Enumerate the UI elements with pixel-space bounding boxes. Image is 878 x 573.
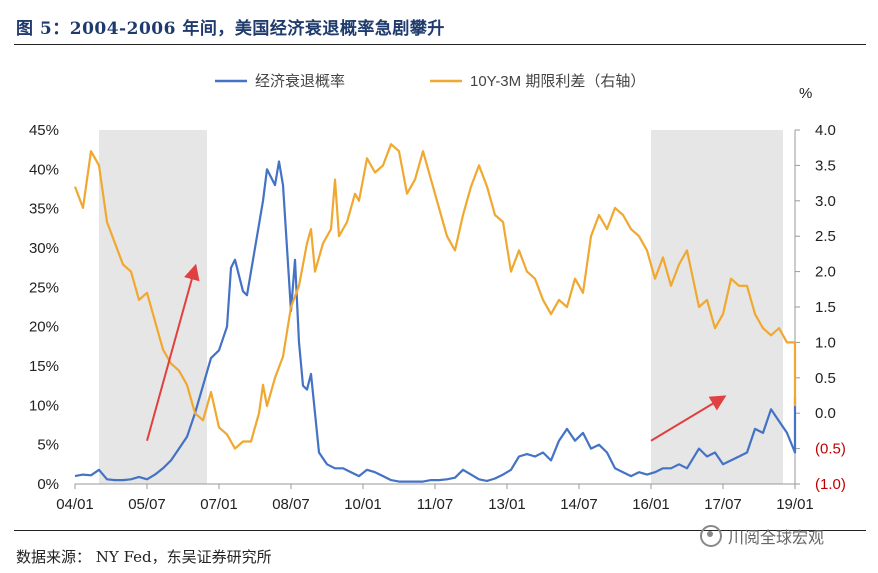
shaded-period-1 [99, 130, 207, 484]
y-right-unit: % [799, 85, 812, 102]
legend: 经济衰退概率 10Y-3M 期限利差（右轴） [215, 73, 645, 90]
trend-arrow-2 [650, 395, 727, 442]
x-tick-label: 08/07 [272, 496, 310, 513]
y-right-tick-label: 2.0 [815, 264, 836, 281]
shaded-periods [99, 130, 783, 484]
y-left-tick-label: 30% [29, 240, 59, 257]
x-tick-label: 14/07 [560, 496, 598, 513]
x-tick-label: 17/07 [704, 496, 742, 513]
y-right-tick-label: 2.5 [815, 228, 836, 245]
y-right-tick-label: (1.0) [815, 476, 846, 493]
y-left-tick-label: 40% [29, 161, 59, 178]
legend-label: 10Y-3M 期限利差（右轴） [470, 73, 645, 90]
x-tick-label: 19/01 [776, 496, 814, 513]
x-tick-label: 13/01 [488, 496, 526, 513]
legend-label: 经济衰退概率 [255, 73, 345, 90]
y-right-tick-label: 0.0 [815, 405, 836, 422]
y-left-tick-label: 5% [37, 437, 59, 454]
x-tick-label: 05/07 [128, 496, 166, 513]
y-right-tick-label: (0.5) [815, 441, 846, 458]
annotation-arrows [146, 263, 727, 442]
y-left-tick-label: 15% [29, 358, 59, 375]
series-line-recession-probability [74, 160, 797, 483]
trend-arrow-1 [146, 263, 200, 442]
y-left-tick-label: 35% [29, 201, 59, 218]
y-right-tick-label: 3.5 [815, 157, 836, 174]
y-right-tick-label: 3.0 [815, 193, 836, 210]
y-right-tick-label: 0.5 [815, 370, 836, 387]
watermark-text: 川阅全球宏观 [728, 528, 825, 547]
y-right-tick-label: 1.5 [815, 299, 836, 316]
shaded-period-2 [651, 130, 783, 484]
chart-title: 图 5：2004-2006 年间，美国经济衰退概率急剧攀升 [16, 19, 445, 39]
x-tick-label: 07/01 [200, 496, 238, 513]
chart: 经济衰退概率 10Y-3M 期限利差（右轴） 0% 5% 10% 15% 20% 25% 30… [29, 73, 846, 513]
y-right-tick-label: 1.0 [815, 334, 836, 351]
y-right-tick-label: 4.0 [815, 122, 836, 139]
wechat-icon [700, 525, 722, 547]
y-left-tick-label: 10% [29, 397, 59, 414]
y-left-tick-label: 20% [29, 319, 59, 336]
x-tick-label: 11/07 [417, 496, 453, 513]
source-note: 数据来源： NY Fed，东吴证券研究所 [16, 548, 272, 566]
series-lines [73, 143, 797, 483]
y-left-tick-label: 45% [29, 122, 59, 139]
title-rule [14, 44, 866, 45]
footer-rule [14, 530, 866, 531]
x-tick-label: 04/01 [56, 496, 94, 513]
x-tick-label: 10/01 [344, 496, 382, 513]
watermark: 川阅全球宏观 [700, 524, 824, 548]
series-line-term-spread [73, 143, 797, 450]
y-left-tick-label: 25% [29, 279, 59, 296]
axes: 0% 5% 10% 15% 20% 25% 30% 35% 40% 45% (1.0) (0.5) 0.… [29, 85, 846, 513]
x-tick-label: 16/01 [632, 496, 670, 513]
y-left-tick-label: 0% [37, 476, 59, 493]
